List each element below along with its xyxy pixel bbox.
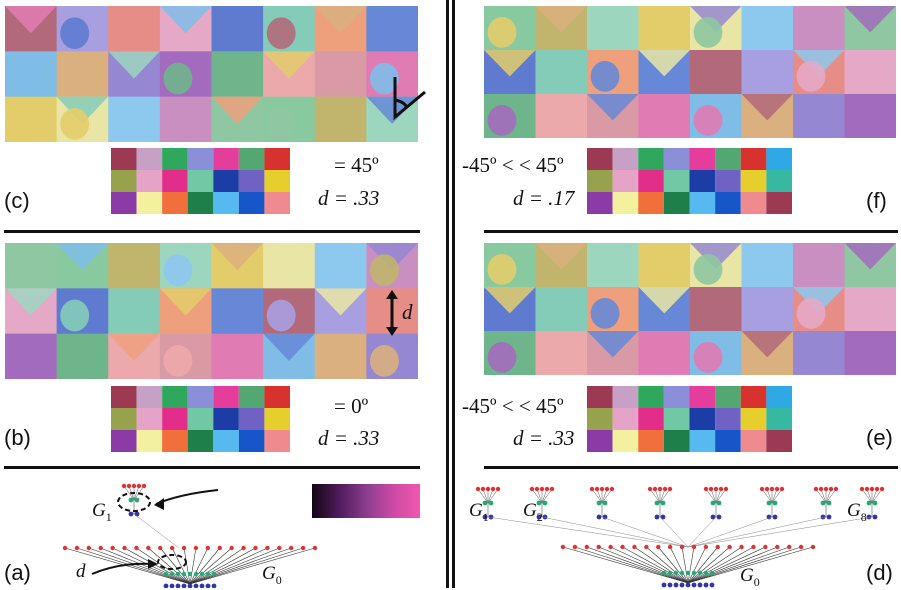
panel-label-b: (b)	[4, 425, 31, 450]
node-label-g0-a: G0	[262, 563, 282, 587]
eq-d-c: d = .33	[318, 186, 380, 210]
panel-label-c: (c)	[4, 188, 30, 213]
panel-label-d: (d)	[866, 560, 893, 585]
eq-d-f: d = .17	[513, 186, 575, 210]
swatch-grid-b	[111, 386, 290, 452]
center-divider	[446, 0, 449, 588]
node-label-g0-d: G0	[740, 565, 760, 589]
node-label-g1-a: G1	[92, 500, 112, 524]
graph-diagram-d	[475, 486, 885, 588]
d-arrow-label: d	[402, 300, 413, 324]
center-divider-2	[452, 0, 455, 588]
node-label-g8-d: G8	[847, 500, 867, 524]
graph-diagram-a	[62, 483, 318, 588]
panel-label-e: (e)	[866, 425, 893, 450]
panel-label-f: (f)	[866, 188, 887, 213]
swatch-grid-f	[587, 148, 792, 214]
texture-strip-f	[484, 6, 896, 138]
eq-d-e: d = .33	[513, 426, 575, 450]
divider-right-1	[484, 230, 898, 233]
node-label-d-a: d	[76, 561, 86, 582]
eq-angle-b: = 0º	[334, 394, 369, 418]
divider-right-2	[484, 466, 898, 469]
eq-angle-f: -45º < < 45º	[462, 153, 564, 177]
texture-strip-c	[5, 6, 418, 142]
d-arrow	[386, 290, 398, 336]
divider-left-1	[4, 230, 420, 233]
color-gradient-bar	[312, 484, 420, 518]
swatch-grid-c	[111, 148, 290, 214]
eq-angle-e: -45º < < 45º	[462, 394, 564, 418]
angle-annotation	[393, 77, 426, 121]
node-label-g2-d: G2	[523, 500, 543, 524]
panel-label-a: (a)	[4, 560, 31, 585]
divider-left-2	[4, 466, 420, 469]
texture-strip-e	[484, 243, 896, 375]
swatch-grid-e	[587, 386, 792, 452]
texture-strip-b	[5, 243, 418, 379]
node-label-g1-d: G1	[469, 500, 489, 524]
eq-angle-c: = 45º	[334, 153, 379, 177]
eq-d-b: d = .33	[318, 426, 380, 450]
